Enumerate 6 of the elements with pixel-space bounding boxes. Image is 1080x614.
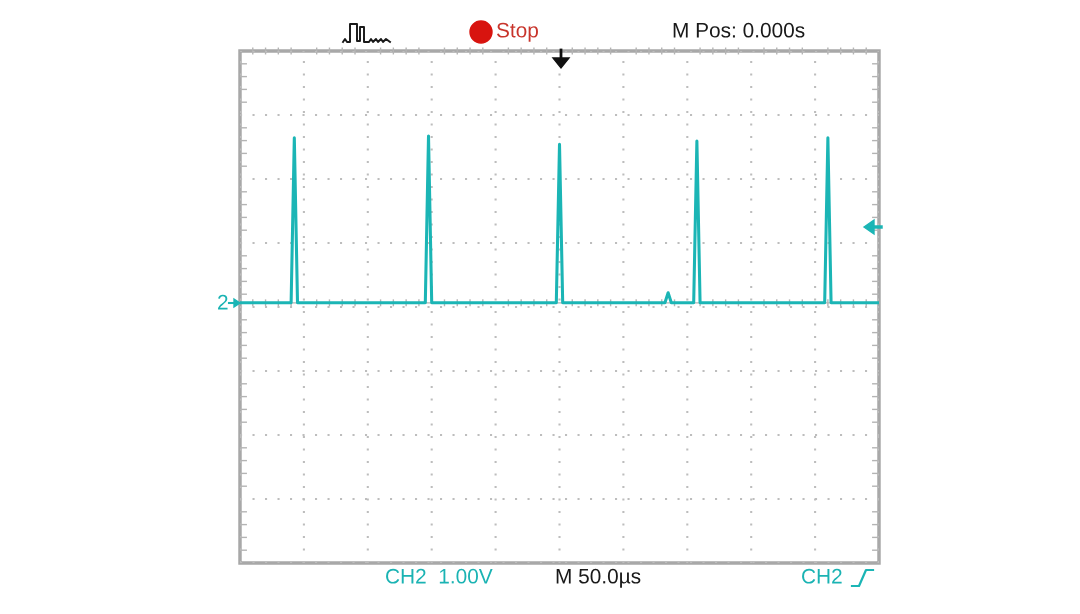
text: Stop	[496, 22, 538, 42]
text: CH2 1.00V	[386, 568, 493, 584]
text: CH2	[802, 568, 842, 584]
text: M 50.0µs	[556, 568, 641, 588]
text: M Pos: 0.000s	[673, 22, 805, 38]
text: 2	[218, 294, 228, 310]
